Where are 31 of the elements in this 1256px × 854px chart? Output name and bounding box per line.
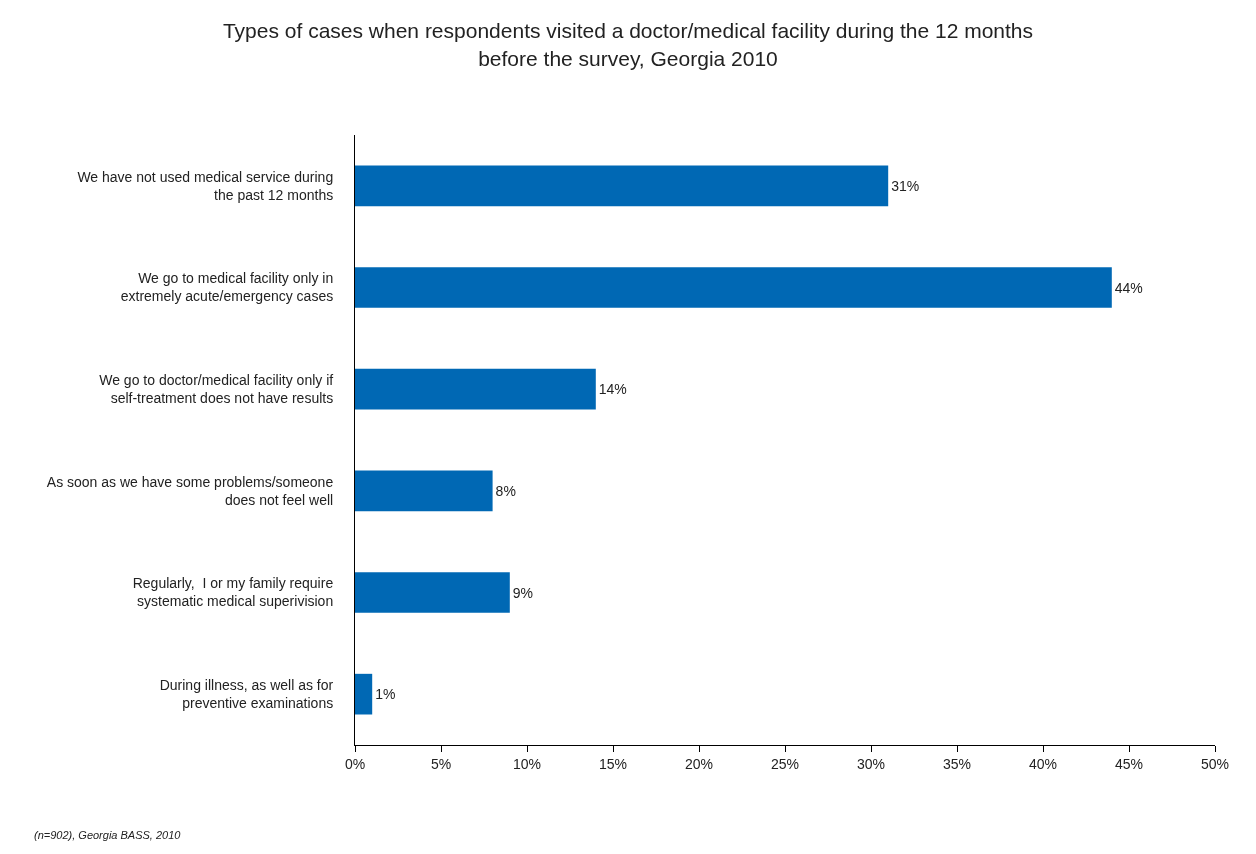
x-tick-label: 35% — [942, 755, 972, 772]
data-label: 1% — [375, 686, 396, 703]
text: (n=902), Georgia BASS, 2010 — [34, 829, 182, 841]
data-label: 8% — [495, 482, 516, 499]
x-tick-label: 50% — [1200, 755, 1230, 772]
bar — [355, 368, 596, 410]
bar — [355, 673, 373, 715]
y-tick-label: We go to medical facility only in extremely acute/emergency cases — [120, 270, 334, 305]
y-tick-label: As soon as we have some problems/someone does not feel well — [46, 473, 334, 508]
x-tick-label: 40% — [1028, 755, 1058, 772]
data-label: 9% — [512, 584, 534, 601]
x-tick-label: 30% — [856, 755, 886, 772]
bar — [355, 267, 1112, 308]
x-tick-label: 5% — [430, 755, 452, 772]
y-tick-label: We go to doctor/medical facility only if self-treatment does not have results — [99, 371, 334, 407]
bar — [355, 470, 493, 512]
x-tick-label: 0% — [344, 755, 366, 772]
bar — [355, 572, 510, 613]
x-tick-label: 45% — [1114, 755, 1144, 772]
data-label: 44% — [1114, 279, 1143, 296]
x-tick-label: 15% — [598, 755, 628, 772]
bar — [355, 165, 889, 207]
chart-title: Types of cases when respondents visited a doctor/medical facility during the 12 months before the survey, Georgia 2010 — [222, 19, 1034, 70]
y-tick-label: Regularly, I or my family require systematic medical superivision — [132, 575, 334, 610]
data-label: 31% — [891, 177, 920, 194]
data-label: 14% — [598, 381, 627, 398]
y-tick-label: During illness, as well as for preventive examinations — [159, 676, 334, 712]
x-tick-label: 10% — [512, 755, 542, 772]
x-tick-label: 20% — [684, 755, 714, 772]
y-tick-label: We have not used medical service during the past 12 months — [77, 168, 334, 203]
x-tick-label: 25% — [770, 755, 800, 772]
